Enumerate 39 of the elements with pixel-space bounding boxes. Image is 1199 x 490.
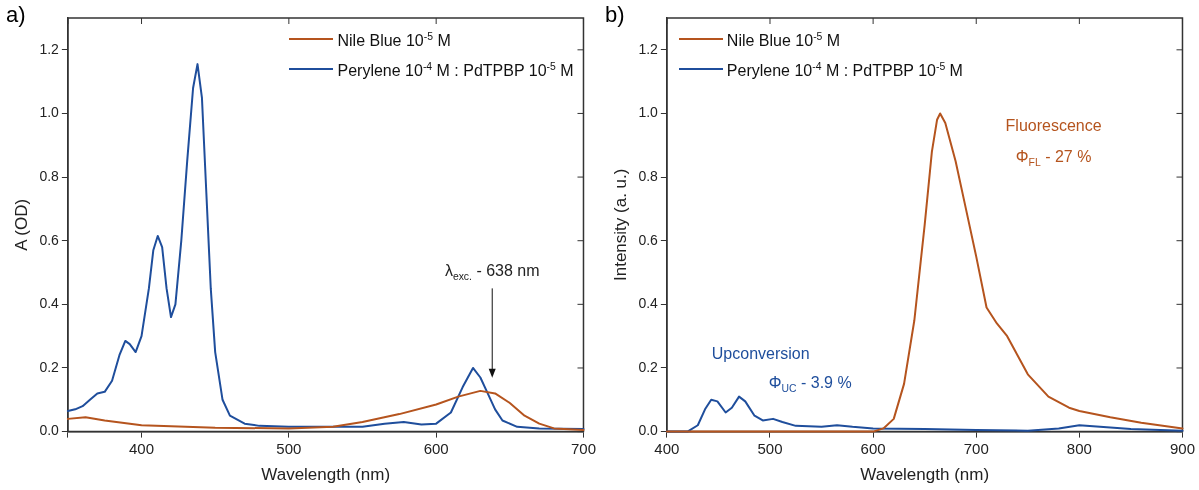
x-tick-label: 400 xyxy=(129,439,155,457)
x-tick-label: 500 xyxy=(757,439,783,457)
legend-label: Nile Blue 10$^{-5}$ M xyxy=(337,30,451,52)
y-tick-label: 0.2 xyxy=(638,358,659,375)
annotation: Φ$_{UC}$ - 3.9 % xyxy=(768,373,852,395)
x-axis-title: Wavelength (nm) xyxy=(261,465,391,485)
annotation: Upconversion xyxy=(711,344,810,363)
legend-label: Perylene 10$^{-4}$ M : PdTPBP 10$^{-5}$ M xyxy=(337,60,574,82)
y-tick-label: 1.2 xyxy=(638,40,659,57)
annotation: Fluorescence xyxy=(1005,117,1102,136)
text: a) xyxy=(6,2,26,28)
x-tick-label: 600 xyxy=(423,439,449,457)
x-tick-label: 400 xyxy=(654,439,680,457)
x-tick-label: 700 xyxy=(963,439,989,457)
y-tick-label: 1.2 xyxy=(39,40,60,57)
y-tick-label: 0.6 xyxy=(638,231,659,248)
annotation: λ$_{exc.}$ - 638 nm xyxy=(444,262,540,283)
y-tick-label: 0.4 xyxy=(39,295,60,312)
y-tick-label: 0.8 xyxy=(39,167,60,184)
y-tick-label: 0.0 xyxy=(39,422,60,439)
x-tick-label: 600 xyxy=(860,439,886,457)
legend-label: Nile Blue 10$^{-5}$ M xyxy=(726,30,841,52)
y-axis-title: A (OD) xyxy=(11,198,31,251)
y-tick-label: 1.0 xyxy=(638,104,659,121)
y-tick-label: 0.0 xyxy=(638,422,659,439)
y-tick-label: 0.4 xyxy=(638,295,659,312)
text: b) xyxy=(605,2,625,28)
x-tick-label: 500 xyxy=(276,439,302,457)
y-tick-label: 0.6 xyxy=(39,231,60,248)
annotation: Φ$_{FL}$ - 27 % xyxy=(1015,147,1092,168)
x-axis-title: Wavelength (nm) xyxy=(860,465,990,485)
x-tick-label: 800 xyxy=(1066,439,1092,457)
legend-label: Perylene 10$^{-4}$ M : PdTPBP 10$^{-5}$ M xyxy=(726,60,963,82)
y-tick-label: 0.2 xyxy=(39,358,60,375)
y-axis-title: Intensity (a. u.) xyxy=(610,168,630,282)
y-tick-label: 1.0 xyxy=(39,104,60,121)
x-tick-label: 700 xyxy=(570,439,596,457)
x-tick-label: 900 xyxy=(1169,439,1195,457)
y-tick-label: 0.8 xyxy=(638,167,659,184)
